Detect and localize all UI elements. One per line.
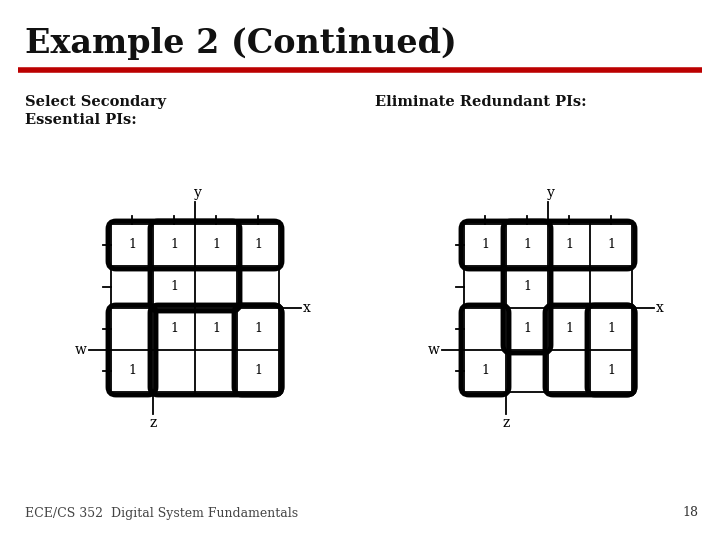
Text: 1: 1 — [523, 280, 531, 294]
Text: Essential PIs:: Essential PIs: — [25, 113, 137, 127]
Text: 1: 1 — [128, 239, 136, 252]
Text: 1: 1 — [212, 239, 220, 252]
Text: Eliminate Redundant PIs:: Eliminate Redundant PIs: — [375, 95, 587, 109]
Text: y: y — [547, 186, 555, 200]
Text: 1: 1 — [481, 364, 489, 377]
Text: 1: 1 — [128, 364, 136, 377]
Text: z: z — [503, 416, 510, 430]
Text: 1: 1 — [481, 239, 489, 252]
Text: 1: 1 — [212, 322, 220, 335]
Text: 1: 1 — [170, 239, 178, 252]
Text: z: z — [149, 416, 157, 430]
Text: w: w — [428, 343, 440, 357]
Text: 1: 1 — [523, 322, 531, 335]
Text: 1: 1 — [254, 239, 262, 252]
Text: 1: 1 — [607, 322, 615, 335]
Text: 1: 1 — [170, 280, 178, 294]
Text: ECE/CS 352  Digital System Fundamentals: ECE/CS 352 Digital System Fundamentals — [25, 507, 298, 519]
Text: 1: 1 — [607, 239, 615, 252]
Text: y: y — [194, 186, 202, 200]
Text: 1: 1 — [523, 239, 531, 252]
Text: Example 2 (Continued): Example 2 (Continued) — [25, 28, 456, 60]
Text: Select Secondary: Select Secondary — [25, 95, 166, 109]
Text: x: x — [303, 301, 311, 315]
Text: 1: 1 — [254, 322, 262, 335]
Text: w: w — [75, 343, 87, 357]
Text: 1: 1 — [607, 364, 615, 377]
Text: 1: 1 — [565, 239, 573, 252]
Text: 18: 18 — [682, 507, 698, 519]
Text: 1: 1 — [565, 322, 573, 335]
Text: 1: 1 — [254, 364, 262, 377]
Text: x: x — [656, 301, 664, 315]
Text: 1: 1 — [170, 322, 178, 335]
